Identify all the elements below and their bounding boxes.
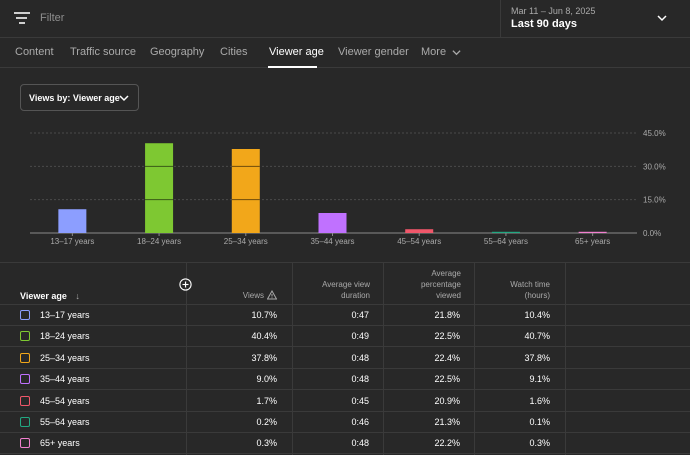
tab-cities[interactable]: Cities: [220, 46, 248, 58]
cell-avg-duration: 0:48: [351, 352, 369, 363]
cell-avg-percentage: 22.4%: [434, 352, 460, 363]
cell-watch-time: 1.6%: [529, 395, 550, 406]
sort-arrow-icon: ↓: [75, 291, 80, 301]
col-header-views[interactable]: Views: [242, 291, 264, 300]
row-age-label: 13–17 years: [40, 310, 90, 320]
bar[interactable]: [405, 229, 434, 233]
bar[interactable]: [231, 149, 260, 233]
row-age-label: 35–44 years: [40, 374, 90, 385]
cell-views: 0.3%: [256, 438, 277, 449]
date-range-label: Last 90 days: [511, 18, 578, 30]
cell-avg-duration: 0:49: [351, 331, 369, 342]
row-age-label: 18–24 years: [40, 331, 90, 342]
tab-geography[interactable]: Geography: [150, 46, 205, 58]
series-checkbox[interactable]: [20, 438, 30, 449]
cell-watch-time: 0.1%: [529, 417, 550, 427]
series-checkbox[interactable]: [20, 331, 30, 342]
bar[interactable]: [318, 213, 347, 233]
chevron-down-icon: [657, 15, 667, 22]
x-tick-label: 65+ years: [575, 237, 610, 246]
cell-views: 37.8%: [251, 352, 277, 363]
cell-avg-duration: 0:48: [351, 438, 369, 449]
bar[interactable]: [145, 143, 174, 233]
cell-avg-percentage: 22.5%: [434, 331, 460, 342]
x-tick-label: 55–64 years: [484, 237, 528, 246]
row-age-label: 55–64 years: [40, 417, 90, 427]
table-row[interactable]: 35–44 years 9.0% 0:48 22.5% 9.1%: [0, 368, 690, 391]
date-range-text: Mar 11 – Jun 8, 2025: [511, 6, 596, 16]
y-tick-label: 45.0%: [643, 129, 666, 138]
series-checkbox[interactable]: [20, 352, 30, 363]
cell-avg-percentage: 21.3%: [434, 417, 460, 427]
cell-avg-percentage: 22.5%: [434, 374, 460, 385]
filter-icon[interactable]: [14, 11, 30, 25]
y-tick-label: 15.0%: [643, 196, 666, 205]
table-row[interactable]: 13–17 years 10.7% 0:47 21.8% 10.4%: [0, 304, 690, 326]
x-tick-label: 45–54 years: [397, 237, 441, 246]
tab-more-label: More: [421, 46, 447, 58]
series-checkbox[interactable]: [20, 374, 30, 385]
x-tick-label: 35–44 years: [310, 237, 354, 246]
views-by-dropdown[interactable]: Views by: Viewer age: [20, 84, 139, 111]
cell-watch-time: 37.8%: [524, 352, 550, 363]
table-row[interactable]: 65+ years 0.3% 0:48 22.2% 0.3%: [0, 432, 690, 455]
cell-avg-duration: 0:45: [351, 395, 369, 406]
table-row[interactable]: 25–34 years 37.8% 0:48 22.4% 37.8%: [0, 347, 690, 369]
row-age-label: 65+ years: [40, 438, 80, 449]
series-checkbox[interactable]: [20, 417, 30, 427]
viewer-age-bar-chart: 0.0% 15.0% 30.0% 45.0% 13–17 years 18–24 year…: [30, 129, 666, 246]
table-row[interactable]: 18–24 years 40.4% 0:49 22.5% 40.7%: [0, 325, 690, 348]
x-tick-label: 18–24 years: [137, 237, 181, 246]
tab-viewer-age[interactable]: Viewer age: [269, 46, 324, 58]
cell-views: 9.0%: [256, 374, 277, 385]
cell-avg-percentage: 22.2%: [434, 438, 460, 449]
table-row[interactable]: 45–54 years 1.7% 0:45 20.9% 1.6%: [0, 390, 690, 412]
cell-watch-time: 0.3%: [529, 438, 550, 449]
date-range-picker[interactable]: Mar 11 – Jun 8, 2025 Last 90 days: [500, 0, 690, 38]
bar[interactable]: [578, 231, 607, 233]
series-checkbox[interactable]: [20, 395, 30, 406]
col-header-viewer-age[interactable]: Viewer age ↓: [20, 291, 80, 301]
y-tick-label: 30.0%: [643, 162, 666, 171]
dropdown-label: Views by: Viewer age: [29, 93, 120, 103]
bar[interactable]: [491, 231, 520, 233]
tab-traffic-source[interactable]: Traffic source: [70, 46, 137, 58]
cell-watch-time: 9.1%: [529, 374, 550, 385]
col-header-avg-view-duration[interactable]: Average view duration: [322, 280, 370, 300]
add-column-icon[interactable]: [179, 278, 192, 291]
row-age-label: 25–34 years: [40, 352, 90, 363]
x-tick-label: 25–34 years: [224, 237, 268, 246]
cell-watch-time: 40.7%: [524, 331, 550, 342]
table-row[interactable]: 55–64 years 0.2% 0:46 21.3% 0.1%: [0, 411, 690, 433]
top-bar: Filter Mar 11 – Jun 8, 2025 Last 90 days: [0, 0, 690, 38]
x-tick-label: 13–17 years: [50, 237, 94, 246]
cell-views: 1.7%: [256, 395, 277, 406]
chevron-down-icon: [452, 49, 461, 55]
tab-more[interactable]: More: [421, 46, 461, 58]
cell-avg-duration: 0:46: [351, 417, 369, 427]
cell-views: 40.4%: [251, 331, 277, 342]
col-header-watch-time[interactable]: Watch time (hours): [510, 280, 550, 300]
tab-bar: Content Traffic source Geography Cities …: [0, 38, 690, 68]
cell-watch-time: 10.4%: [524, 310, 550, 320]
active-tab-indicator: [268, 66, 317, 68]
row-age-label: 45–54 years: [40, 395, 90, 406]
tab-content[interactable]: Content: [15, 46, 54, 58]
cell-avg-duration: 0:47: [351, 310, 369, 320]
bar[interactable]: [58, 209, 87, 233]
cell-avg-percentage: 20.9%: [434, 395, 460, 406]
warning-icon: [267, 290, 277, 300]
chevron-down-icon: [119, 95, 129, 102]
cell-avg-percentage: 21.8%: [434, 310, 460, 320]
viewer-age-table: Viewer age ↓ Views Average view duration…: [0, 262, 690, 455]
filter-input[interactable]: Filter: [40, 12, 65, 24]
cell-views: 10.7%: [251, 310, 277, 320]
cell-avg-duration: 0:48: [351, 374, 369, 385]
series-checkbox[interactable]: [20, 310, 30, 320]
tab-viewer-gender[interactable]: Viewer gender: [338, 46, 409, 58]
y-tick-label: 0.0%: [643, 229, 661, 238]
col-header-avg-percentage-viewed[interactable]: Average percentage viewed: [420, 269, 461, 300]
cell-views: 0.2%: [256, 417, 277, 427]
